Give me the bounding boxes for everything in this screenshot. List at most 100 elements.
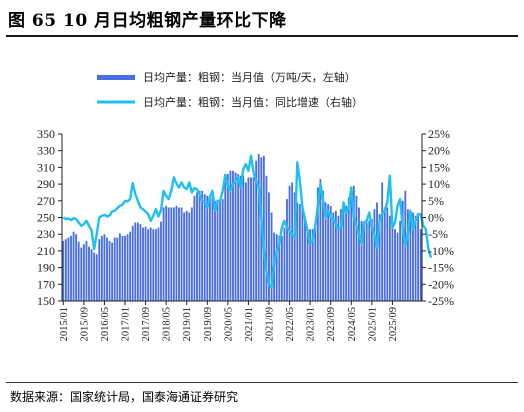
bar (149, 227, 152, 301)
bar (100, 235, 103, 301)
right-tick-label: 20% (428, 144, 450, 158)
left-tick-label: 250 (37, 211, 55, 225)
x-tick-label: 2015/01 (59, 307, 70, 341)
footer-rule (6, 382, 518, 383)
bar (98, 239, 101, 301)
bar (368, 220, 371, 301)
bar (309, 229, 312, 301)
bar (126, 234, 129, 301)
bar (90, 249, 93, 301)
right-tick-label: -5% (428, 227, 448, 241)
bar (334, 210, 337, 301)
bar (412, 212, 414, 301)
bar (278, 235, 281, 301)
bar (280, 235, 283, 301)
bar (224, 182, 227, 301)
bar (319, 179, 322, 301)
bar (206, 195, 209, 301)
left-tick-label: 310 (37, 160, 55, 174)
left-tick-label: 170 (37, 277, 55, 291)
bar (306, 229, 309, 301)
bar (414, 215, 417, 301)
plot-area: 150 170 190 210 230 250 270 290 310 330 350 -25% -20… (37, 127, 454, 341)
bar (157, 227, 160, 301)
bar (352, 185, 355, 301)
bar (188, 212, 191, 301)
bar (64, 239, 67, 301)
bar (347, 197, 350, 301)
bar (247, 177, 250, 301)
bar (70, 235, 72, 301)
bar (162, 207, 165, 301)
bar (360, 220, 363, 301)
chart: 日均产量：粗钢：当月值（万吨/天，左轴） 日均产量：粗钢：当月值：同比增速（右轴… (37, 70, 454, 341)
bar (221, 199, 224, 301)
x-tick-label: 2017/01 (121, 307, 132, 341)
left-tick-label: 190 (37, 261, 55, 275)
bar (268, 192, 270, 301)
bar (118, 233, 121, 301)
bar (275, 234, 278, 301)
bar (229, 170, 232, 301)
bar (88, 246, 90, 301)
legend-line-label: 日均产量：粗钢：当月值：同比增速（右轴） (143, 95, 363, 109)
source-note: 数据来源：国家统计局，国泰海通证券研究 (10, 390, 239, 404)
bar (386, 207, 389, 301)
bar (293, 192, 296, 301)
bar (314, 227, 317, 301)
bar (255, 160, 258, 301)
bar (134, 222, 137, 301)
bar (378, 214, 381, 301)
bar (311, 229, 314, 301)
bar (154, 229, 157, 301)
left-tick-label: 150 (37, 294, 55, 308)
bar (237, 174, 240, 301)
bar (257, 154, 260, 301)
bar (190, 207, 193, 301)
bar (365, 222, 368, 301)
right-tick-label: -10% (428, 244, 454, 258)
bar (234, 172, 237, 301)
bar (124, 235, 126, 301)
bar (180, 207, 183, 301)
bar (165, 205, 168, 301)
bar (350, 190, 353, 301)
bar (252, 177, 255, 301)
bar (139, 224, 142, 301)
bar (288, 185, 291, 301)
x-tick-label: 2021/09 (265, 307, 276, 341)
bar (301, 209, 304, 301)
x-tick-label: 2016/05 (100, 307, 111, 341)
bar (185, 210, 188, 301)
bar (201, 190, 204, 301)
bar (211, 197, 214, 301)
left-tick-label: 210 (37, 244, 55, 258)
bar (75, 234, 78, 301)
bar (208, 195, 211, 301)
left-tick-label: 270 (37, 194, 55, 208)
bar (337, 215, 340, 301)
bar (419, 229, 422, 301)
x-tick-label: 2019/01 (182, 307, 193, 341)
left-tick-label: 330 (37, 144, 55, 158)
bar (342, 207, 345, 301)
bar (370, 219, 373, 301)
bar (242, 175, 245, 301)
bar (85, 240, 88, 301)
bar (401, 200, 404, 301)
x-tick-label: 2022/05 (285, 307, 296, 341)
bar (270, 212, 273, 301)
bar (103, 234, 106, 301)
bar (129, 231, 132, 301)
bar (193, 195, 196, 301)
bar (172, 207, 175, 301)
bar (108, 240, 111, 301)
bar (291, 182, 294, 301)
left-tick-label: 290 (37, 177, 55, 191)
bar (322, 190, 324, 301)
bar (142, 227, 144, 301)
bar (111, 242, 114, 301)
x-tick-label: 2017/09 (141, 307, 152, 341)
bar (77, 241, 80, 301)
legend-bar-label: 日均产量：粗钢：当月值（万吨/天，左轴） (143, 70, 356, 84)
